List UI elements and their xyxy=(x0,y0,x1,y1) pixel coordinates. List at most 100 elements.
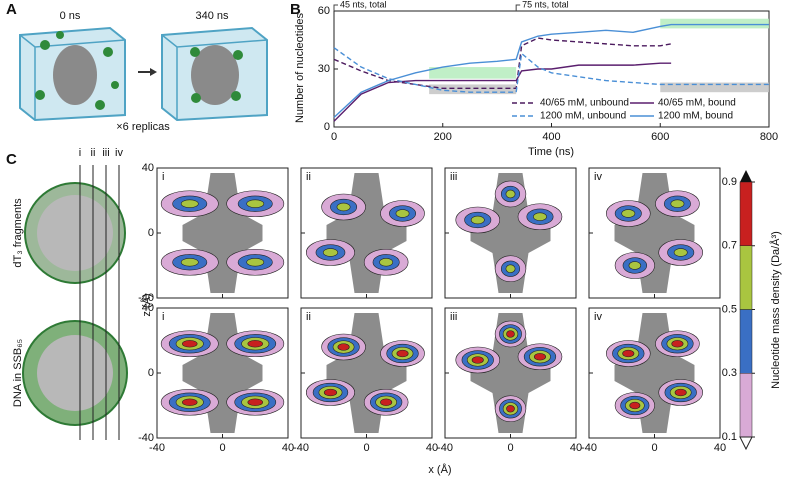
density-contour xyxy=(671,340,684,348)
panel-index: ii xyxy=(306,311,311,323)
density-contour xyxy=(471,356,484,364)
slice-label: i xyxy=(79,147,81,159)
protein xyxy=(470,173,551,293)
density-contour xyxy=(628,261,642,270)
density-contour xyxy=(322,248,339,257)
panel-index: ii xyxy=(306,171,311,183)
time-label: 0 ns xyxy=(60,10,81,22)
panel-index: iv xyxy=(594,311,602,323)
density-panel: i -40 0 40 -40 0 40 xyxy=(138,302,294,454)
y-tick-label: 0 xyxy=(324,121,330,133)
x-tick-label: 0 xyxy=(363,442,369,454)
panel-label: B xyxy=(290,1,301,18)
density-contour xyxy=(533,212,547,221)
slice-label: ii xyxy=(91,147,96,159)
protein xyxy=(326,173,407,293)
band xyxy=(660,18,769,29)
colorbar-tick-label: 0.5 xyxy=(722,303,737,315)
density-contour xyxy=(182,340,198,348)
colorbar-segment xyxy=(739,245,753,310)
time-label: 340 ns xyxy=(195,10,229,22)
x-tick-label: 0 xyxy=(507,442,513,454)
density-contour xyxy=(180,258,199,267)
row-label: DNA in SSB₆₅ xyxy=(12,339,24,407)
panel-label: C xyxy=(6,151,17,168)
x-tick-label: 0 xyxy=(651,442,657,454)
band xyxy=(429,67,517,79)
annotation-bracket xyxy=(515,4,521,11)
colorbar-segment xyxy=(739,373,753,438)
x-tick-label: 40 xyxy=(282,442,294,454)
x-tick-label: 40 xyxy=(570,442,582,454)
arrow-head xyxy=(150,68,157,76)
density-panel: iii xyxy=(444,167,577,299)
colorbar-min xyxy=(739,436,753,451)
band xyxy=(660,82,769,93)
panel-index: iii xyxy=(450,171,457,183)
colorbar-tick-label: 0.1 xyxy=(722,431,737,443)
density-contour xyxy=(182,398,198,406)
density-contour xyxy=(247,398,263,406)
y-tick-label: 60 xyxy=(318,5,330,17)
legend-label: 1200 mM, unbound xyxy=(540,111,626,122)
slice-label: iv xyxy=(115,147,123,159)
colorbar-segment xyxy=(739,309,753,374)
density-contour xyxy=(621,209,636,218)
box-0ns xyxy=(19,26,126,122)
legend-label: 40/65 mM, unbound xyxy=(540,98,629,109)
density-contour xyxy=(180,199,199,208)
x-tick-label: 40 xyxy=(714,442,726,454)
y-tick-label: 30 xyxy=(318,63,330,75)
density-panel: ii xyxy=(300,167,433,299)
density-contour xyxy=(505,264,516,273)
x-tick-label: 200 xyxy=(434,131,452,143)
x-tick-label: -40 xyxy=(437,442,453,454)
density-panel: iv xyxy=(588,167,721,299)
protein xyxy=(470,313,551,433)
density-contour xyxy=(396,349,409,358)
box-340ns xyxy=(161,26,268,122)
x-tick-label: 0 xyxy=(219,442,225,454)
density-contour xyxy=(505,189,516,199)
density-panel: i -40 0 40 xyxy=(138,162,289,304)
x-axis-label: Time (ns) xyxy=(528,146,574,158)
colorbar-max xyxy=(740,170,752,182)
structures xyxy=(22,182,128,426)
density-contour xyxy=(674,388,687,397)
density-contour xyxy=(670,199,685,208)
annotation-bracket xyxy=(333,4,338,11)
density-contour xyxy=(337,343,350,351)
density-contour xyxy=(506,405,515,413)
protein xyxy=(614,313,695,433)
density-contour xyxy=(247,340,263,348)
x-tick-label: -40 xyxy=(149,442,165,454)
x-tick-label: 800 xyxy=(760,131,778,143)
y-axis-label: Number of nucleotides xyxy=(294,12,306,123)
density-contour xyxy=(622,349,635,358)
y-axis-label: z (Å) xyxy=(140,293,153,316)
x-tick-label: 40 xyxy=(426,442,438,454)
y-tick-label: 40 xyxy=(142,302,154,314)
band xyxy=(429,84,517,95)
x-tick-label: 600 xyxy=(651,131,669,143)
colorbar-tick-label: 0.3 xyxy=(722,367,737,379)
density-contour xyxy=(673,248,688,257)
protein xyxy=(182,173,263,293)
density-contour xyxy=(323,388,338,397)
density-contour xyxy=(395,209,410,218)
legend-label: 1200 mM, bound xyxy=(658,111,733,122)
series-line xyxy=(333,37,672,90)
density-contour xyxy=(470,215,485,225)
annotation: 45 nts, total xyxy=(340,0,387,9)
density-contour xyxy=(629,401,641,410)
panel-label: A xyxy=(6,1,17,18)
colorbar-tick-label: 0.7 xyxy=(722,240,737,252)
protein xyxy=(182,313,263,433)
density-contour xyxy=(246,199,265,208)
y-tick-label: 0 xyxy=(148,227,154,239)
series-line xyxy=(333,23,769,118)
x-tick-label: -40 xyxy=(581,442,597,454)
panel-index: i xyxy=(162,171,164,183)
annotation: 75 nts, total xyxy=(522,0,569,9)
